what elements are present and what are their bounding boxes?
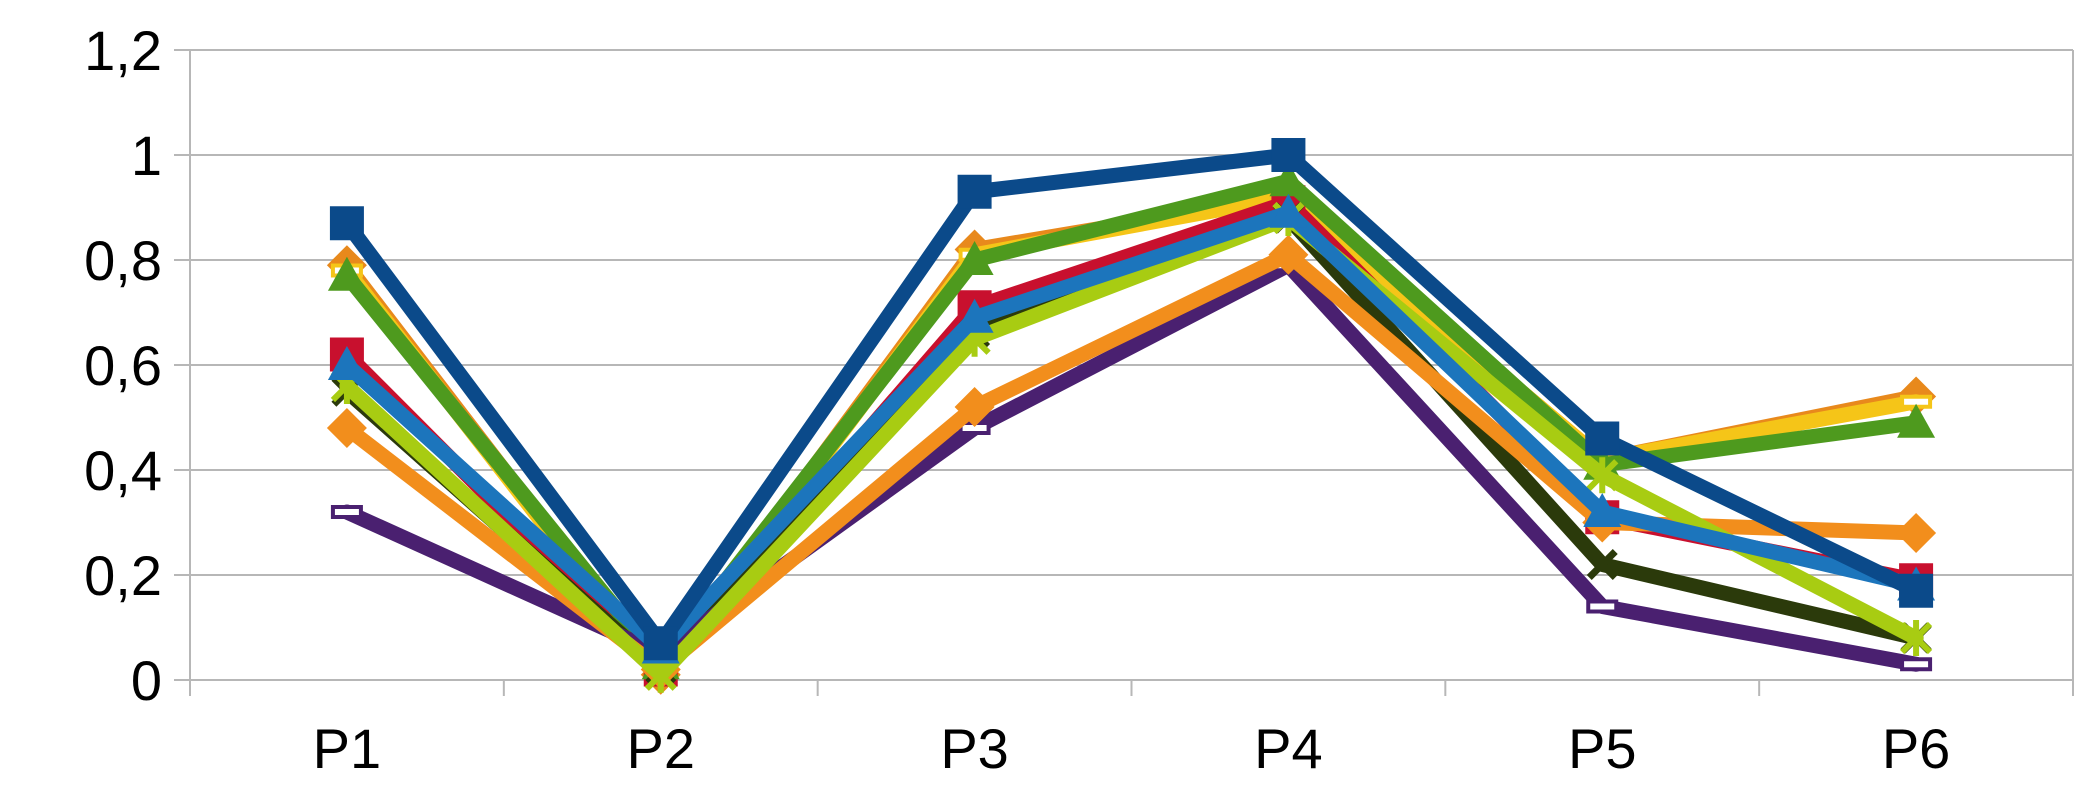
series-line [339,147,1924,651]
axes [174,49,2074,696]
y-tick-label: 0 [131,649,162,712]
data-point-marker [1269,193,1308,228]
y-tick-label: 0,6 [84,334,162,397]
data-point-marker [1896,513,1937,553]
y-tick-label: 0,4 [84,439,162,502]
data-point-marker [1583,493,1622,527]
y-tick-labels: 0 0,2 0,4 0,6 0,8 1 1,2 [84,19,162,712]
data-point-marker [1269,162,1308,197]
data-point-marker [1897,403,1936,438]
y-tick-label: 0,2 [84,544,162,607]
series-line [339,205,1924,656]
series-10 [329,138,1934,661]
data-point-marker [329,206,364,241]
data-point-marker [1900,657,1933,672]
data-point-marker [1586,549,1618,580]
data-point-marker [326,408,367,448]
data-point-marker [955,241,994,275]
gridlines [190,49,2073,681]
data-point-marker [954,387,995,427]
data-point-marker [1586,599,1619,614]
x-tick-label: P2 [627,717,696,780]
data-point-marker [1899,620,1933,656]
data-point-marker [327,256,366,291]
y-tick-label: 0,8 [84,229,162,292]
x-tick-labels: P1 P2 P3 P4 P5 P6 [313,717,1951,780]
y-tick-label: 1,2 [84,19,162,82]
data-point-marker [643,626,678,661]
series-line [339,210,1924,683]
x-tick-label: P1 [313,717,382,780]
data-point-marker [955,298,994,333]
series-layer [326,138,1937,695]
y-tick-label: 1 [131,124,162,187]
data-point-marker [1271,138,1306,172]
data-point-marker [1585,421,1620,456]
data-point-marker [327,346,366,380]
data-point-marker [330,505,363,519]
data-point-marker [957,174,992,209]
x-tick-label: P4 [1254,717,1323,780]
data-point-marker [1586,457,1619,494]
data-point-marker [1899,573,1934,608]
data-point-marker [1268,234,1309,275]
x-tick-label: P6 [1882,717,1951,780]
x-tick-label: P3 [940,717,1009,780]
x-tick-label: P5 [1568,717,1637,780]
